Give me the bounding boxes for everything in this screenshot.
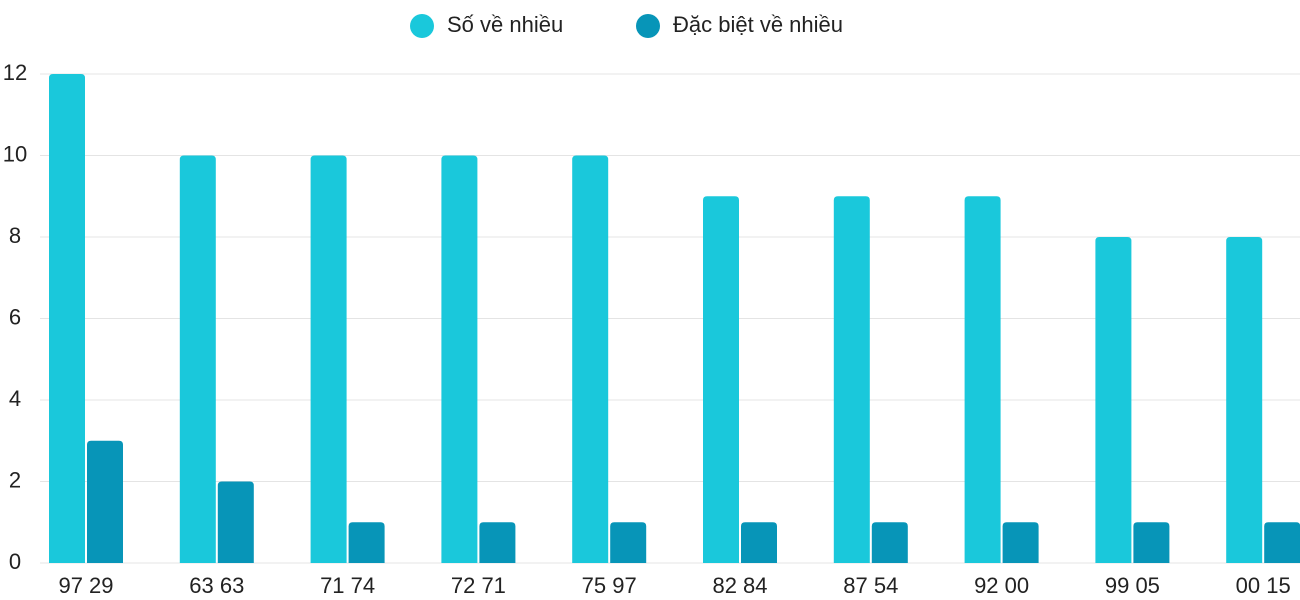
legend-marker <box>410 14 434 38</box>
x-tick-label: 63 63 <box>189 573 244 598</box>
x-tick-label: 97 29 <box>58 573 113 598</box>
bar <box>441 155 478 563</box>
bar <box>1133 522 1170 563</box>
y-tick-label: 2 <box>9 467 21 492</box>
y-tick-label: 12 <box>3 60 27 85</box>
bar <box>1095 237 1132 563</box>
legend-label: Số về nhiều <box>447 12 563 37</box>
x-tick-label: 99 05 <box>1105 573 1160 598</box>
bar <box>871 522 908 563</box>
x-tick-label: 00 15 <box>1236 573 1291 598</box>
bar <box>49 74 85 563</box>
y-tick-label: 8 <box>9 223 21 248</box>
bar <box>964 196 1001 563</box>
y-tick-label: 6 <box>9 304 21 329</box>
y-tick-label: 0 <box>9 549 21 574</box>
bar <box>479 522 516 563</box>
x-tick-label: 72 71 <box>451 573 506 598</box>
bar <box>179 155 216 563</box>
bar <box>703 196 739 563</box>
legend-marker <box>636 14 660 38</box>
bar <box>310 155 347 563</box>
x-tick-label: 87 54 <box>843 573 898 598</box>
x-tick-label: 82 84 <box>712 573 767 598</box>
bar <box>741 522 777 563</box>
bar <box>572 155 609 563</box>
x-tick-label: 92 00 <box>974 573 1029 598</box>
x-tick-label: 71 74 <box>320 573 375 598</box>
bar <box>348 522 385 563</box>
y-tick-label: 10 <box>3 141 27 166</box>
bar <box>217 481 254 563</box>
bar <box>833 196 870 563</box>
y-tick-label: 4 <box>9 386 21 411</box>
bar <box>1226 237 1263 563</box>
bar <box>1002 522 1039 563</box>
legend-label: Đặc biệt về nhiều <box>673 12 843 37</box>
bar <box>87 440 123 563</box>
bar <box>610 522 647 563</box>
bar <box>1264 522 1300 563</box>
x-tick-label: 75 97 <box>582 573 637 598</box>
